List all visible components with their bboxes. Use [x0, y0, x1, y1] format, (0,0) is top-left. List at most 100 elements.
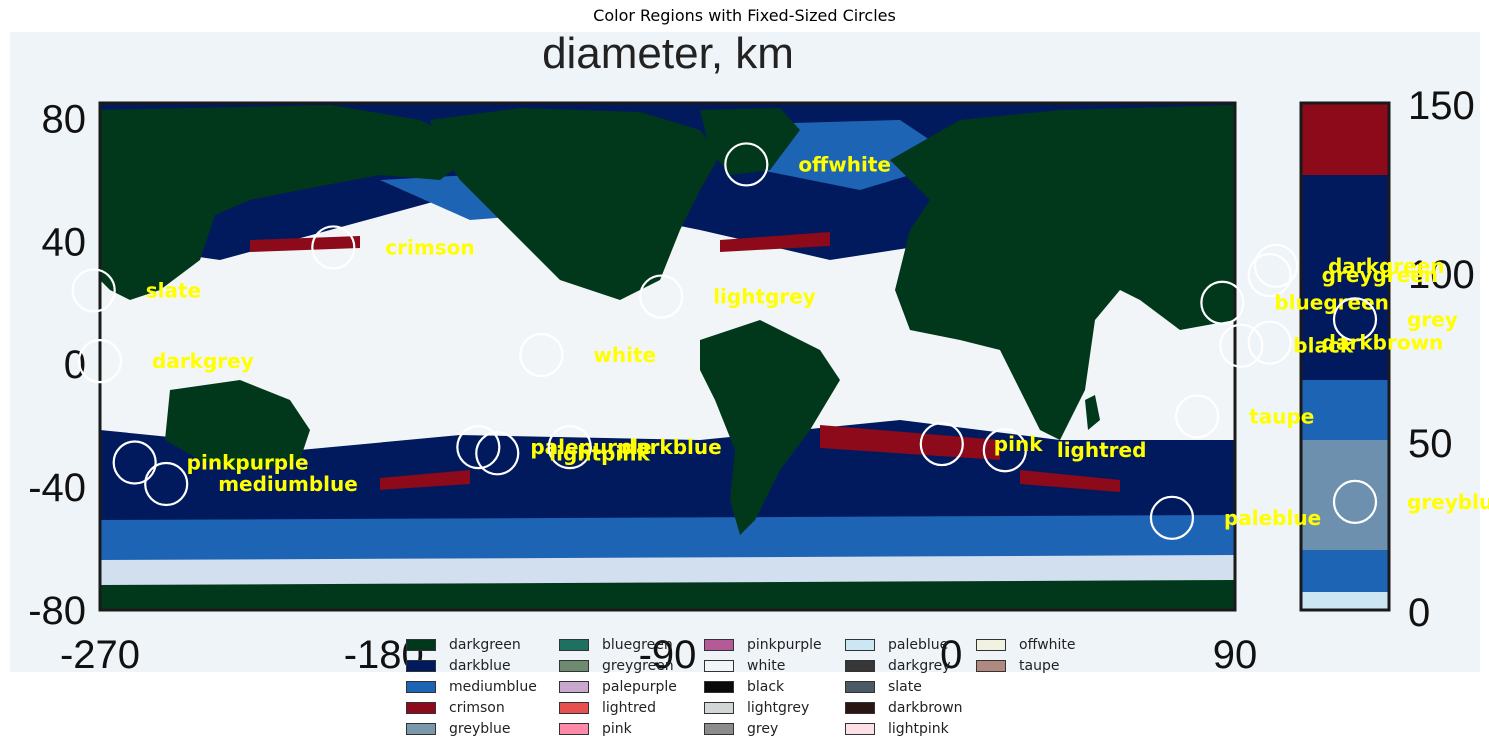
- antarctica: [100, 580, 1235, 610]
- region-circle: [547, 425, 592, 470]
- legend-label: greyblue: [449, 720, 511, 737]
- legend-item: darkgrey: [837, 655, 968, 676]
- region-label: lightpink: [549, 441, 650, 465]
- legend-label: pinkpurple: [747, 636, 822, 653]
- colorbar-crimson: [1301, 103, 1389, 175]
- region-circle: [639, 274, 684, 319]
- legend-label: lightred: [602, 699, 656, 716]
- greenland: [700, 108, 800, 175]
- legend-item: grey: [696, 718, 837, 739]
- legend-swatch: [559, 680, 589, 693]
- map-frame: [98, 101, 1237, 612]
- region-circle: [724, 142, 769, 187]
- legend-item: crimson: [398, 697, 551, 718]
- legend-label: darkgreen: [449, 636, 521, 653]
- x-tick-label: -270: [60, 633, 140, 677]
- y-tick-label: -40: [28, 466, 86, 510]
- legend-swatch: [845, 638, 875, 651]
- region-circle: [1332, 479, 1378, 524]
- colorbar-ticks: 150 100 50 0: [1408, 84, 1475, 635]
- legend-swatch: [704, 701, 734, 714]
- x-tick-label: 0: [940, 633, 962, 677]
- region-markers: darkgreengreygreenbluegreenblackgreydark…: [71, 142, 1489, 540]
- legend-swatch: [704, 722, 734, 735]
- legend-item: lightgrey: [696, 697, 837, 718]
- legend-item: bluegreen: [551, 634, 696, 655]
- region-circle: [519, 332, 564, 378]
- colorbar-darkblue: [1301, 175, 1389, 380]
- region-label: paleblue: [1224, 506, 1321, 530]
- region-label: lightred: [1057, 438, 1147, 462]
- legend-label: taupe: [1019, 657, 1060, 674]
- legend-label: grey: [747, 720, 779, 737]
- australia: [165, 380, 310, 470]
- legend-item: darkgreen: [398, 634, 551, 655]
- region-label: pinkpurple: [187, 451, 309, 475]
- south-pacific-crimson: [380, 470, 470, 490]
- region-label: taupe: [1249, 404, 1314, 428]
- legend-label: black: [747, 678, 785, 695]
- legend-swatch: [976, 659, 1006, 672]
- figure-title: Color Regions with Fixed-Sized Circles: [593, 6, 896, 25]
- legend-item: darkbrown: [837, 697, 968, 718]
- africa-eurasia-east: [890, 105, 1235, 440]
- legend-label: palepurple: [602, 678, 677, 695]
- madagascar: [1085, 395, 1100, 430]
- colorbar-paleblue: [1301, 592, 1389, 610]
- region-circle: [456, 425, 501, 470]
- region-circle: [77, 339, 123, 384]
- legend-item: darkblue: [398, 655, 551, 676]
- north-pacific-crimson: [250, 236, 360, 252]
- legend-item: slate: [837, 676, 968, 697]
- legend-label: lightgrey: [747, 699, 810, 716]
- legend-item: offwhite: [968, 634, 1098, 655]
- region-label: darkgrey: [152, 349, 254, 373]
- region-label: lightgrey: [713, 285, 816, 309]
- region-circle: [1247, 252, 1292, 298]
- legend-item: greygreen: [551, 655, 696, 676]
- region-label: mediumblue: [218, 472, 358, 496]
- region-circle: [475, 431, 520, 476]
- north-atlantic-crimson: [720, 232, 830, 252]
- region-label: greygreen: [1322, 263, 1438, 287]
- indian-ocean-crimson: [1020, 470, 1120, 492]
- legend-item: white: [696, 655, 837, 676]
- region-circle: [1175, 394, 1220, 439]
- legend-item: paleblue: [837, 634, 968, 655]
- legend-swatch: [406, 638, 436, 651]
- legend-swatch: [559, 659, 589, 672]
- legend-swatch: [559, 701, 589, 714]
- legend-swatch: [976, 638, 1006, 651]
- legend-swatch: [845, 680, 875, 693]
- legend-item: pink: [551, 718, 696, 739]
- region-label: slate: [146, 278, 201, 302]
- region-label: darkbrown: [1322, 331, 1444, 355]
- region-circle: [1219, 323, 1264, 368]
- legend-label: lightpink: [888, 720, 949, 737]
- region-label: pink: [994, 432, 1043, 456]
- legend-label: mediumblue: [449, 678, 537, 695]
- legend-swatch: [406, 722, 436, 735]
- region-label: darkgreen: [1328, 254, 1445, 278]
- region-circle: [112, 440, 157, 485]
- legend-swatch: [704, 680, 734, 693]
- region-label: offwhite: [798, 152, 891, 176]
- legend-label: darkblue: [449, 657, 511, 674]
- region-circle: [1253, 243, 1299, 288]
- colorbar: [1299, 101, 1391, 612]
- legend-swatch: [559, 722, 589, 735]
- region-circle: [982, 428, 1027, 473]
- legend-label: paleblue: [888, 636, 949, 653]
- x-tick-label: 90: [1213, 633, 1258, 677]
- legend-swatch: [704, 638, 734, 651]
- legend-label: white: [747, 657, 786, 674]
- region-label: crimson: [385, 235, 474, 259]
- legend-swatch: [406, 680, 436, 693]
- x-tick-label: -90: [639, 633, 697, 677]
- region-circle: [1149, 495, 1195, 540]
- map-area: [98, 101, 1237, 612]
- region-label: white: [593, 343, 656, 367]
- south-atlantic-crimson: [820, 425, 1000, 460]
- legend-item: lightred: [551, 697, 696, 718]
